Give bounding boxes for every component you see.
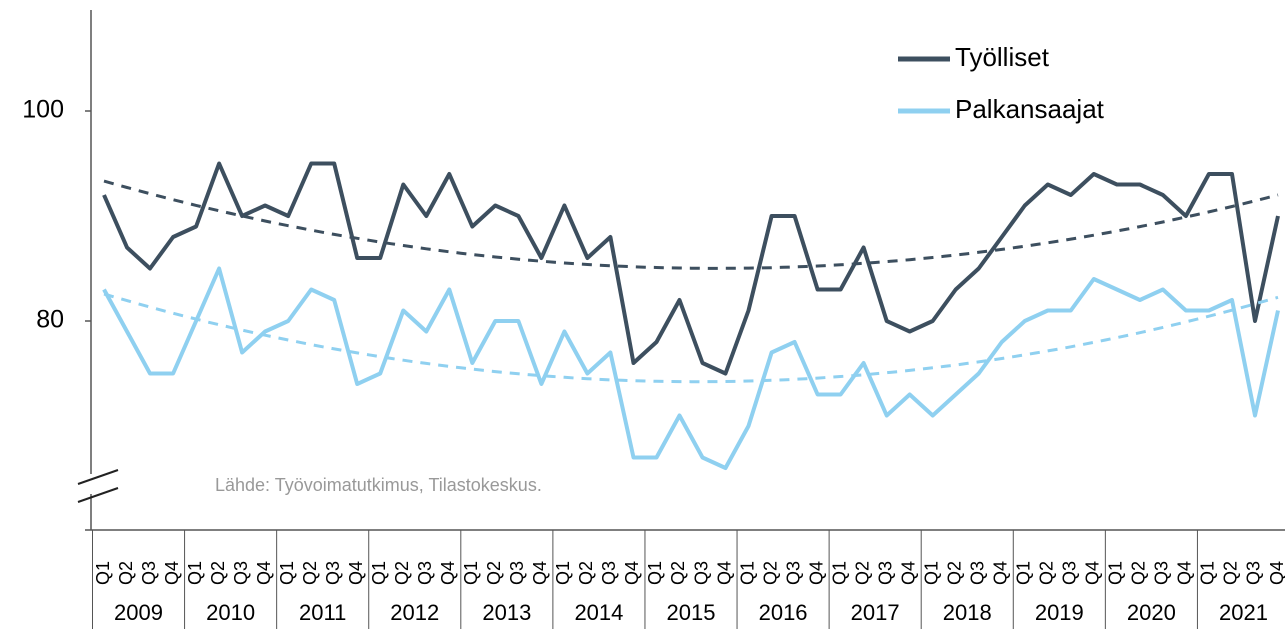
x-tick-label: Q2 (668, 561, 688, 585)
axis-break (77, 469, 119, 485)
x-tick-label: Q4 (254, 561, 274, 585)
x-tick-label: Q4 (622, 561, 642, 585)
x-tick-label: Q3 (783, 561, 803, 585)
legend-label: Palkansaajat (955, 94, 1105, 124)
series-line (102, 266, 1280, 470)
legend-label: Työlliset (955, 42, 1050, 72)
x-tick-label: Q3 (139, 561, 159, 585)
x-tick-label: Q4 (162, 561, 182, 585)
x-tick-label: Q2 (576, 561, 596, 585)
x-tick-label: Q3 (231, 561, 251, 585)
x-tick-label: Q4 (530, 561, 550, 585)
x-tick-label: Q4 (806, 561, 826, 585)
x-tick-label: Q1 (921, 561, 941, 585)
y-tick-label: 100 (22, 96, 64, 124)
x-tick-label: Q2 (484, 561, 504, 585)
x-tick-label: Q2 (392, 561, 412, 585)
year-label: 2020 (1127, 600, 1176, 625)
x-tick-label: Q1 (93, 561, 113, 585)
x-tick-label: Q2 (116, 561, 136, 585)
x-tick-label: Q4 (346, 561, 366, 585)
x-tick-label: Q4 (1175, 561, 1195, 585)
x-tick-label: Q3 (507, 561, 527, 585)
year-label: 2013 (482, 600, 531, 625)
x-tick-label: Q3 (875, 561, 895, 585)
x-tick-label: Q4 (991, 561, 1011, 585)
year-label: 2019 (1035, 600, 1084, 625)
x-tick-label: Q4 (438, 561, 458, 585)
y-tick-label: 80 (36, 306, 64, 334)
x-tick-label: Q3 (967, 561, 987, 585)
x-tick-label: Q1 (185, 561, 205, 585)
x-tick-label: Q2 (300, 561, 320, 585)
x-tick-label: Q3 (599, 561, 619, 585)
x-tick-label: Q2 (1221, 561, 1241, 585)
year-label: 2021 (1219, 600, 1268, 625)
x-tick-label: Q4 (898, 561, 918, 585)
x-tick-label: Q4 (1267, 561, 1285, 585)
x-tick-label: Q2 (1037, 561, 1057, 585)
x-tick-label: Q4 (1083, 561, 1103, 585)
year-label: 2018 (943, 600, 992, 625)
trend-line (103, 292, 1279, 384)
source-note: Lähde: Työvoimatutkimus, Tilastokeskus. (215, 475, 542, 495)
year-label: 2016 (759, 600, 808, 625)
x-tick-label: Q1 (553, 561, 573, 585)
x-tick-label: Q3 (1244, 561, 1264, 585)
x-tick-label: Q2 (208, 561, 228, 585)
year-label: 2011 (299, 600, 346, 625)
x-tick-label: Q1 (737, 561, 757, 585)
x-tick-label: Q3 (691, 561, 711, 585)
x-tick-label: Q3 (415, 561, 435, 585)
x-tick-label: Q3 (1152, 561, 1172, 585)
x-tick-label: Q1 (1198, 561, 1218, 585)
series-line (102, 161, 1280, 376)
x-tick-label: Q1 (369, 561, 389, 585)
trend-line (103, 179, 1279, 270)
x-tick-label: Q4 (714, 561, 734, 585)
axis-break (77, 487, 119, 503)
x-tick-label: Q1 (645, 561, 665, 585)
x-tick-label: Q1 (829, 561, 849, 585)
x-tick-label: Q2 (760, 561, 780, 585)
x-tick-label: Q1 (1014, 561, 1034, 585)
year-label: 2010 (206, 600, 255, 625)
x-tick-label: Q2 (852, 561, 872, 585)
year-label: 2017 (851, 600, 900, 625)
year-label: 2015 (667, 600, 716, 625)
x-tick-label: Q1 (277, 561, 297, 585)
x-tick-label: Q3 (1060, 561, 1080, 585)
x-tick-label: Q1 (1106, 561, 1126, 585)
axis-break-gap (80, 474, 110, 494)
x-tick-label: Q1 (461, 561, 481, 585)
year-label: 2012 (390, 600, 439, 625)
x-tick-label: Q3 (323, 561, 343, 585)
year-label: 2009 (114, 600, 163, 625)
x-tick-label: Q2 (1129, 561, 1149, 585)
year-label: 2014 (574, 600, 623, 625)
x-tick-label: Q2 (944, 561, 964, 585)
